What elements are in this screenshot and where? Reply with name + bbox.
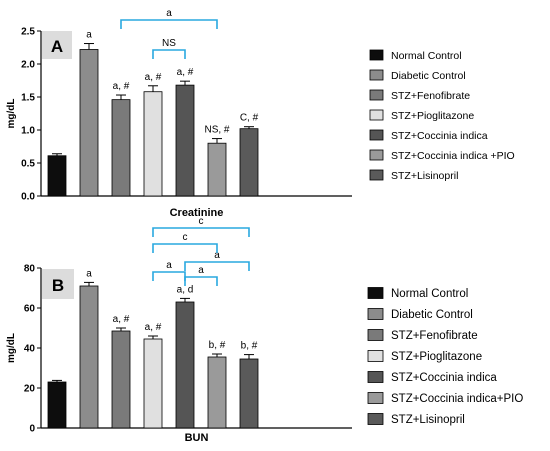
chart-panel-B: B 0 20 40 60 80 mg/dL BUN a a, # a, # a, d b, # b, # a…: [6, 216, 523, 444]
data-label: a: [86, 30, 92, 41]
data-label: C, #: [240, 113, 259, 124]
data-label: b, #: [209, 340, 226, 351]
bracket-label: a: [166, 260, 172, 271]
significance-bracket: [120, 19, 218, 29]
data-label: a, #: [113, 81, 130, 92]
y-tick-label: 0.0: [21, 192, 35, 203]
data-label: b, #: [241, 341, 258, 352]
panel-label: B: [52, 276, 64, 295]
legend-item-label: STZ+Lisinopril: [391, 170, 458, 182]
y-axis-label: mg/dL: [6, 333, 17, 363]
bracket-label: a: [166, 8, 172, 19]
legend-swatch: [369, 69, 384, 81]
bar: [175, 84, 195, 197]
x-axis-label: BUN: [185, 432, 209, 444]
y-tick-label: 1.5: [21, 93, 35, 104]
panel-label-box: [42, 31, 72, 59]
legend-item-label: STZ+Lisinopril: [391, 414, 465, 426]
bar: [79, 285, 99, 429]
data-label: a, #: [145, 322, 162, 333]
significance-bracket: [152, 49, 186, 59]
legend-swatch: [369, 169, 384, 181]
data-label: a: [86, 268, 92, 279]
bar: [47, 155, 67, 197]
legend-swatch: [369, 89, 384, 101]
data-label: a, #: [145, 72, 162, 83]
bar: [207, 142, 227, 197]
legend-swatch: [369, 49, 384, 61]
legend-item-label: STZ+Fenofibrate: [391, 90, 470, 102]
legend-item-label: STZ+Coccinia indica +PIO: [391, 150, 515, 162]
y-tick-label: 80: [24, 264, 36, 275]
y-axis-label: mg/dL: [6, 99, 17, 129]
legend-item-label: STZ+Pioglitazone: [391, 351, 482, 363]
bracket-label: c: [183, 232, 188, 243]
legend-swatch: [367, 287, 384, 299]
data-label: a, #: [177, 67, 194, 78]
legend-swatch: [369, 109, 384, 121]
legend-item-label: Normal Control: [391, 50, 462, 62]
legend-item-label: STZ+Coccinia indica: [391, 372, 497, 384]
bar: [111, 330, 131, 429]
legend-item-label: Normal Control: [391, 288, 468, 300]
y-tick-label: 2.0: [21, 60, 35, 71]
y-tick-label: 20: [24, 384, 36, 395]
legend-swatch: [367, 329, 384, 341]
bracket-label: NS: [162, 38, 176, 49]
bar: [239, 128, 259, 197]
significance-bracket: [152, 271, 186, 281]
y-tick-label: 0: [29, 424, 35, 435]
data-label: a, #: [113, 314, 130, 325]
significance-bracket: [152, 227, 250, 237]
legend-swatch: [369, 129, 384, 141]
legend-swatch: [367, 308, 384, 320]
bar: [143, 91, 163, 197]
bracket-label: a: [198, 265, 204, 276]
data-label: NS, #: [204, 125, 229, 136]
legend-swatch: [367, 371, 384, 383]
legend-item-label: STZ+Fenofibrate: [391, 330, 478, 342]
bar: [47, 381, 67, 429]
legend-item-label: STZ+Coccinia indica+PIO: [391, 393, 523, 405]
legend-item-label: STZ+Pioglitazone: [391, 110, 474, 122]
panel-label-box: [42, 269, 74, 299]
legend-swatch: [367, 350, 384, 362]
significance-bracket: [184, 276, 218, 286]
bar: [239, 358, 259, 429]
data-label: a, d: [177, 284, 194, 295]
legend: Normal Control Diabetic Control STZ+Fenofi…: [369, 49, 515, 182]
legend-swatch: [367, 392, 384, 404]
x-axis-label: Creatinine: [170, 207, 224, 219]
y-tick-label: 60: [24, 304, 36, 315]
bar: [175, 301, 195, 429]
bracket-label: c: [199, 216, 204, 227]
legend-item-label: Diabetic Control: [391, 309, 473, 321]
chart-panel-A: A 0.0 0.5 1.0 1.5 2.0 2.5 mg/dL Creatinine a a, # a…: [6, 8, 515, 219]
bar: [207, 356, 227, 429]
legend: Normal Control Diabetic Control STZ+Fenofi…: [367, 287, 523, 426]
legend-swatch: [367, 413, 384, 425]
bracket-label: a: [214, 250, 220, 261]
bar: [79, 49, 99, 197]
bar: [111, 99, 131, 197]
significance-bracket: [184, 261, 250, 271]
legend-swatch: [369, 149, 384, 161]
y-tick-label: 2.5: [21, 27, 35, 38]
legend-item-label: STZ+Coccinia indica: [391, 130, 488, 142]
y-tick-label: 40: [24, 344, 36, 355]
bar: [143, 338, 163, 429]
panel-label: A: [51, 37, 63, 56]
significance-bracket: [152, 243, 218, 253]
y-tick-label: 1.0: [21, 126, 35, 137]
y-tick-label: 0.5: [21, 159, 35, 170]
legend-item-label: Diabetic Control: [391, 70, 466, 82]
